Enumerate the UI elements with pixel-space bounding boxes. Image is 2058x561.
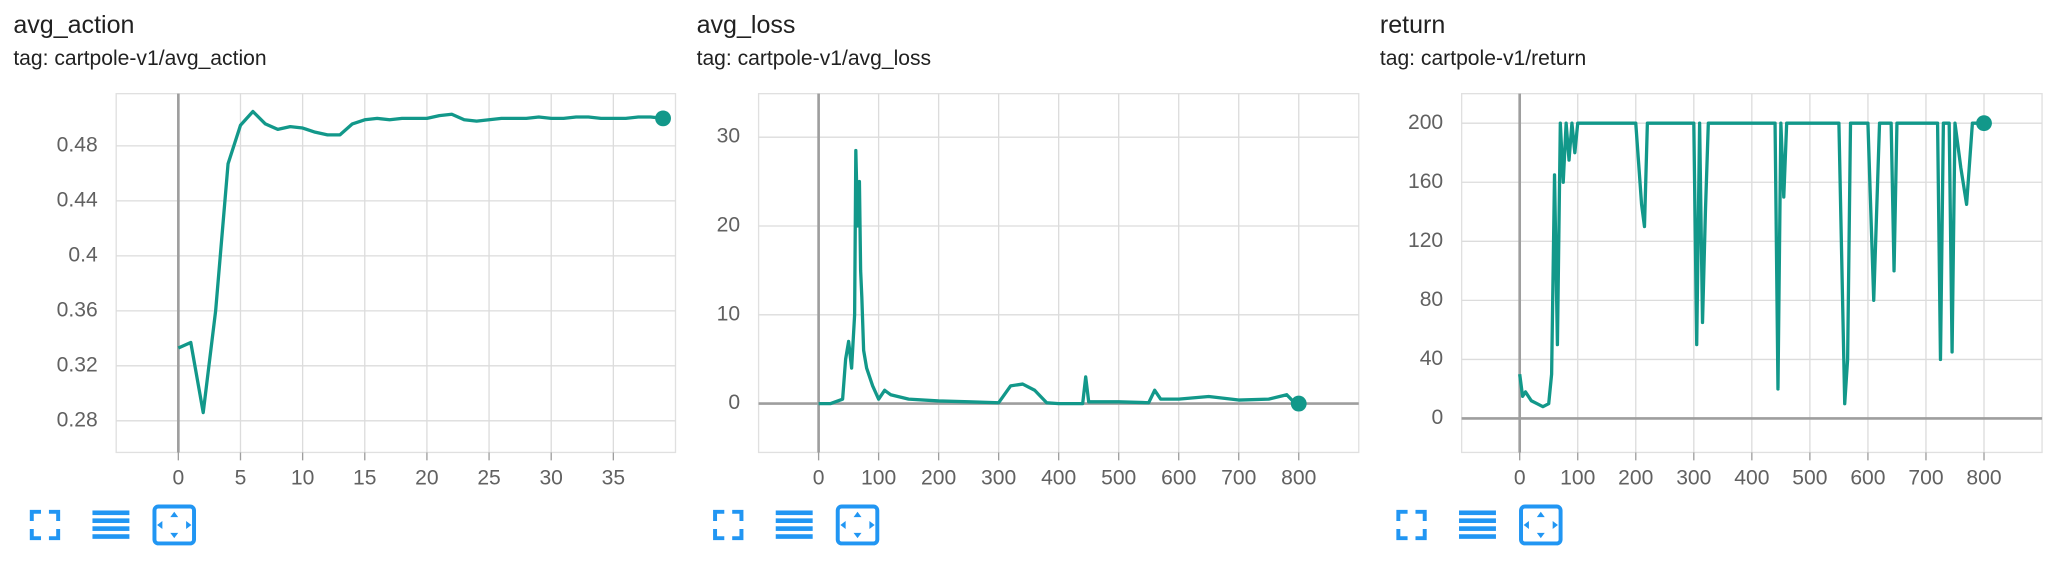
chart-subtitle: tag: cartpole-v1/return (1380, 47, 1586, 70)
last-point-marker (1290, 395, 1307, 412)
y-tick-label: 80 (1420, 288, 1443, 311)
chart-title: avg_action (13, 11, 134, 39)
icon-stroke (713, 528, 725, 541)
icon-stroke (732, 528, 744, 541)
chart-subtitle: tag: cartpole-v1/avg_loss (697, 47, 932, 70)
y-tick-label: 20 (717, 214, 740, 237)
x-tick-label: 15 (353, 466, 376, 489)
x-tick-label: 20 (415, 466, 438, 489)
chart-panel: avg_loss tag: cartpole-v1/avg_loss 0 10 20 30… (697, 11, 1360, 546)
y-tick-label: 0.28 (57, 408, 98, 431)
y-tick-label: 0 (728, 391, 740, 414)
x-tick-label: 100 (861, 466, 896, 489)
x-tick-label: 800 (1281, 466, 1316, 489)
icon-stroke (775, 526, 813, 531)
last-point-marker (655, 110, 671, 127)
icon-stroke (157, 511, 192, 539)
y-tick-label: 30 (717, 125, 740, 148)
icon-stroke (840, 511, 875, 539)
x-tick-label: 0 (1514, 466, 1526, 489)
y-tick-label: 10 (717, 302, 740, 325)
chart-subtitle: tag: cartpole-v1/avg_action (13, 47, 266, 70)
icon-stroke (1519, 504, 1563, 546)
icon-stroke (152, 504, 197, 546)
x-tick-label: 0 (172, 466, 184, 489)
chart-title: return (1380, 11, 1445, 39)
icon-stroke (1415, 509, 1427, 522)
icon-stroke (92, 510, 130, 516)
fullscreen-button[interactable] (29, 509, 61, 541)
y-tick-label: 0.48 (57, 133, 98, 156)
chart-panel: return tag: cartpole-v1/return 0 40 80 120 160… (1380, 11, 2043, 546)
x-tick-label: 600 (1161, 466, 1196, 489)
chart-panel: avg_action tag: cartpole-v1/avg_action 0.2… (13, 11, 677, 546)
icon-stroke (1415, 528, 1427, 541)
chart-title: avg_loss (697, 11, 796, 39)
icon-stroke (775, 510, 813, 516)
icon-stroke (775, 518, 813, 524)
y-tick-label: 0 (1431, 406, 1443, 429)
y-tick-label: 40 (1420, 347, 1443, 370)
x-tick-label: 5 (235, 466, 247, 489)
icon-stroke (1459, 534, 1496, 539)
x-tick-label: 700 (1221, 466, 1256, 489)
y-tick-label: 0.36 (57, 298, 98, 321)
icon-stroke (29, 509, 42, 522)
x-tick-label: 30 (539, 466, 562, 489)
data-line (177, 109, 664, 415)
last-point-marker (1976, 115, 1992, 132)
data-line (1518, 121, 1985, 409)
fit-domain-button[interactable] (152, 504, 197, 546)
y-tick-label: 120 (1408, 229, 1443, 252)
x-tick-label: 25 (477, 466, 500, 489)
x-tick-label: 10 (291, 466, 314, 489)
x-tick-label: 300 (1676, 466, 1711, 489)
y-tick-label: 0.32 (57, 353, 98, 376)
x-tick-label: 200 (1618, 466, 1653, 489)
icon-stroke (1459, 510, 1496, 516)
x-tick-label: 400 (1734, 466, 1769, 489)
y-tick-label: 160 (1408, 170, 1443, 193)
icon-stroke (835, 504, 880, 546)
x-tick-label: 600 (1850, 466, 1885, 489)
icon-stroke (92, 518, 130, 524)
icon-stroke (732, 509, 744, 522)
x-tick-label: 200 (921, 466, 956, 489)
fullscreen-button[interactable] (1396, 509, 1427, 541)
icon-stroke (48, 509, 61, 522)
fit-domain-button[interactable] (835, 504, 880, 546)
x-tick-label: 700 (1908, 466, 1943, 489)
icon-stroke (775, 534, 813, 539)
data-line (818, 148, 1300, 406)
fit-domain-button[interactable] (1519, 504, 1563, 546)
icon-stroke (92, 534, 130, 539)
x-tick-label: 400 (1041, 466, 1076, 489)
toggle-log-button[interactable] (92, 510, 130, 539)
icon-stroke (1396, 509, 1408, 522)
x-tick-label: 300 (981, 466, 1016, 489)
icon-stroke (1459, 518, 1496, 524)
icon-stroke (713, 509, 725, 522)
x-tick-label: 500 (1101, 466, 1136, 489)
toggle-log-button[interactable] (775, 510, 813, 539)
y-tick-label: 200 (1408, 111, 1443, 134)
icon-stroke (29, 528, 42, 541)
x-tick-label: 35 (602, 466, 625, 489)
y-tick-label: 0.44 (57, 188, 98, 211)
icon-stroke (1396, 528, 1408, 541)
x-tick-label: 800 (1966, 466, 2001, 489)
icon-stroke (1523, 511, 1558, 539)
icon-stroke (92, 526, 130, 531)
x-tick-label: 500 (1792, 466, 1827, 489)
fullscreen-button[interactable] (713, 509, 744, 541)
y-tick-label: 0.4 (68, 243, 98, 266)
x-tick-label: 0 (813, 466, 825, 489)
icon-stroke (1459, 526, 1496, 531)
toggle-log-button[interactable] (1459, 510, 1496, 539)
icon-stroke (48, 528, 61, 541)
x-tick-label: 100 (1560, 466, 1595, 489)
plot-frame (115, 92, 677, 454)
